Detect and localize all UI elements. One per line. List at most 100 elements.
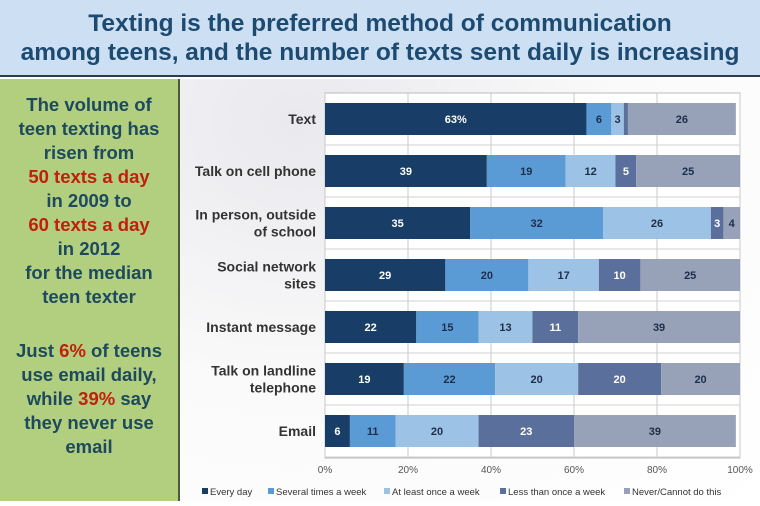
bar-segment — [486, 155, 566, 187]
data-label: 20 — [694, 374, 706, 386]
data-label: 32 — [531, 218, 543, 230]
data-label: 23 — [520, 426, 532, 438]
bar-segment — [532, 311, 579, 343]
bar-segment — [611, 103, 624, 135]
data-label: 20 — [431, 426, 443, 438]
bar-segment — [395, 415, 479, 447]
bar-segment — [598, 259, 641, 291]
bar-segment — [325, 415, 350, 447]
chart-area: 0% 20% 40% 60% 80% 100% Text 63% 6 3 26 Talk on cel… — [180, 79, 760, 501]
highlight: 39% — [78, 388, 116, 409]
data-label: 25 — [682, 166, 694, 178]
text: email — [65, 436, 113, 457]
data-label: 20 — [614, 374, 626, 386]
highlight: 6% — [59, 340, 86, 361]
category-label: telephone — [250, 380, 316, 396]
data-label: 15 — [441, 322, 453, 334]
data-label: 29 — [379, 270, 391, 282]
text-line: teen texting has — [18, 118, 160, 139]
legend-swatch — [624, 488, 630, 494]
title-line-2: among teens, and the number of texts sen… — [20, 39, 740, 66]
data-label: 6 — [596, 114, 602, 126]
data-label: 22 — [443, 374, 455, 386]
x-tick-label: 80% — [647, 465, 667, 476]
bar-segment — [615, 155, 637, 187]
bar-segment — [578, 363, 662, 395]
bar-segment — [478, 311, 533, 343]
bar-segment — [636, 155, 740, 187]
text: of teens — [85, 340, 162, 361]
text-line: risen from — [43, 142, 135, 163]
bar-segment — [416, 311, 479, 343]
bar-segment — [445, 259, 529, 291]
bar-segment — [603, 207, 711, 239]
bar-segment — [403, 363, 496, 395]
bar-segment — [640, 259, 740, 291]
data-label: 20 — [531, 374, 543, 386]
data-label: 39 — [653, 322, 665, 334]
bar-segment — [470, 207, 604, 239]
data-label: 17 — [558, 270, 570, 282]
data-label: 12 — [584, 166, 596, 178]
text-line: teen texter — [42, 286, 136, 307]
text: while — [26, 388, 79, 409]
legend-label: Never/Cannot do this — [632, 487, 721, 498]
text-line: The volume of — [26, 94, 152, 115]
side-panel: The volume of teen texting has risen from 5… — [0, 79, 180, 501]
data-label: 10 — [614, 270, 626, 282]
data-label: 5 — [623, 166, 629, 178]
data-label: 20 — [481, 270, 493, 282]
data-label: 19 — [358, 374, 370, 386]
legend-swatch — [500, 488, 506, 494]
highlight-line: 60 texts a day — [28, 214, 150, 235]
text: they never use — [24, 412, 154, 433]
data-label: 13 — [499, 322, 511, 334]
bar-segment — [478, 415, 574, 447]
category-label: In person, outside — [195, 207, 316, 223]
bar-segment — [661, 363, 740, 395]
category-label: Social network — [217, 259, 316, 275]
x-tick-label: 0% — [318, 465, 333, 476]
data-label: 39 — [400, 166, 412, 178]
bar-segment — [325, 311, 417, 343]
bar-segment — [723, 207, 740, 239]
data-label: 63% — [445, 114, 467, 126]
bar-segment — [349, 415, 396, 447]
bar-segment — [578, 311, 740, 343]
bar-segment — [623, 103, 628, 135]
category-label: Email — [279, 423, 316, 439]
text-line: for the median — [25, 262, 153, 283]
bar-segment — [528, 259, 599, 291]
bar-segment — [627, 103, 736, 135]
data-label: 26 — [676, 114, 688, 126]
legend-swatch — [268, 488, 274, 494]
legend-label: Several times a week — [276, 487, 367, 498]
highlight-line: 50 texts a day — [28, 166, 150, 187]
data-label: 26 — [651, 218, 663, 230]
text-line: in 2012 — [57, 238, 121, 259]
title-line-1: Texting is the preferred method of commu… — [88, 10, 672, 37]
data-label: 6 — [334, 426, 340, 438]
bar-segment — [325, 259, 446, 291]
bar-segment — [710, 207, 724, 239]
category-label: Instant message — [206, 319, 316, 335]
legend-swatch — [202, 488, 208, 494]
text-line: in 2009 to — [46, 190, 132, 211]
data-label: 39 — [649, 426, 661, 438]
text: use email daily, — [21, 364, 157, 385]
slide-title: Texting is the preferred method of commu… — [0, 0, 760, 77]
bar-segment — [574, 415, 736, 447]
legend-label: Less than once a week — [508, 487, 605, 498]
legend-label: Every day — [210, 487, 252, 498]
text: say — [115, 388, 152, 409]
data-label: 3 — [615, 114, 621, 126]
x-tick-label: 20% — [398, 465, 418, 476]
bar-segment — [325, 155, 487, 187]
bar-segment — [565, 155, 616, 187]
category-label: Talk on landline — [211, 363, 316, 379]
data-label: 22 — [365, 322, 377, 334]
category-label: Text — [288, 111, 316, 127]
data-label: 11 — [550, 322, 562, 334]
legend-label: At least once a week — [392, 487, 480, 498]
